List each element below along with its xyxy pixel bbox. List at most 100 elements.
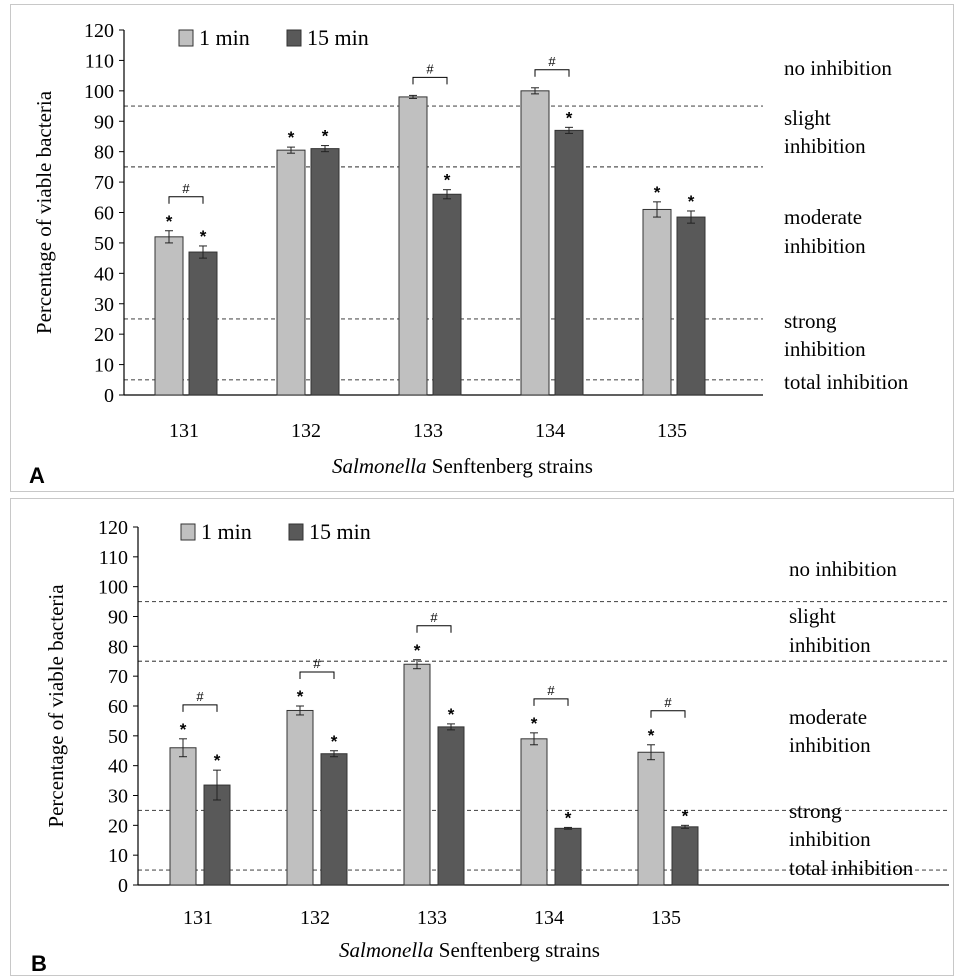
legend-label: 15 min — [309, 519, 371, 544]
y-tick-label: 20 — [108, 815, 128, 837]
y-tick-label: 120 — [98, 517, 128, 539]
y-tick-label: 50 — [108, 726, 128, 748]
significance-star: * — [288, 128, 295, 147]
significance-hash: # — [548, 54, 556, 69]
bar — [276, 149, 306, 396]
x-axis-label-rest: Senftenberg strains — [427, 454, 593, 478]
y-tick-label: 100 — [98, 577, 128, 599]
zone-label: no inhibition — [784, 56, 892, 80]
significance-star: * — [565, 808, 572, 827]
y-tick-label: 60 — [108, 696, 128, 718]
y-tick-label: 0 — [118, 875, 128, 897]
bar — [642, 208, 672, 396]
y-tick-label: 40 — [108, 756, 128, 778]
zone-label: inhibition — [784, 337, 866, 361]
x-tick-label: 134 — [535, 420, 565, 442]
bar — [310, 148, 340, 396]
bar — [320, 753, 348, 886]
bar — [398, 96, 428, 396]
y-tick-label: 70 — [108, 666, 128, 688]
bar — [169, 747, 197, 886]
bar — [520, 738, 548, 886]
y-tick-label: 80 — [108, 636, 128, 658]
bar-chart-a: 0 10 20 30 40 50 60 70 80 90 100 110 120 Percentage o… — [29, 20, 909, 488]
significance-bracket — [650, 710, 686, 718]
legend-label: 15 min — [307, 25, 369, 50]
zone-label: inhibition — [789, 633, 871, 657]
y-tick-label: 10 — [108, 845, 128, 867]
y-tick-label: 20 — [94, 324, 114, 346]
y-tick-label: 10 — [94, 355, 114, 377]
significance-hash: # — [664, 695, 672, 710]
significance-star: * — [200, 227, 207, 246]
significance-star: * — [531, 714, 538, 733]
legend-label: 1 min — [201, 519, 252, 544]
y-tick-label: 90 — [108, 607, 128, 629]
significance-star: * — [688, 192, 695, 211]
significance-bracket — [533, 698, 569, 706]
y-tick-label: 40 — [94, 263, 114, 285]
bar — [554, 129, 584, 396]
significance-star: * — [448, 705, 455, 724]
bar — [437, 726, 465, 886]
zone-label: inhibition — [789, 827, 871, 851]
bar — [637, 751, 665, 886]
x-axis-label: Salmonella Senftenberg strains — [332, 454, 593, 478]
x-tick-label: 132 — [300, 907, 330, 929]
y-tick-label: 30 — [108, 786, 128, 808]
significance-bracket — [534, 69, 570, 77]
significance-hash: # — [182, 181, 190, 196]
significance-star: * — [166, 212, 173, 231]
zone-label: slight — [784, 106, 831, 130]
x-tick-label: 131 — [183, 907, 213, 929]
significance-star: * — [297, 687, 304, 706]
significance-star: * — [682, 806, 689, 825]
zone-label: moderate — [784, 205, 862, 229]
y-tick-label: 60 — [94, 203, 114, 225]
x-axis-label-italic: Salmonella — [332, 454, 427, 478]
x-tick-label: 133 — [413, 420, 443, 442]
bar — [432, 193, 462, 396]
bar — [554, 827, 582, 886]
x-axis-label-rest: Senftenberg strains — [434, 938, 600, 962]
x-tick-label: 133 — [417, 907, 447, 929]
bar — [676, 216, 706, 396]
x-axis-label-italic: Salmonella — [339, 938, 434, 962]
legend-swatch — [286, 29, 302, 47]
significance-hash: # — [313, 656, 321, 671]
bar — [403, 663, 431, 886]
y-tick-label: 50 — [94, 233, 114, 255]
significance-star: * — [180, 720, 187, 739]
significance-star: * — [648, 726, 655, 745]
significance-star: * — [414, 641, 421, 660]
y-tick-label: 120 — [84, 20, 114, 42]
chart-panel-b: 0 10 20 30 40 50 60 70 80 90 100 110 120 Percentage o… — [10, 498, 954, 976]
zone-label: no inhibition — [789, 557, 897, 581]
significance-hash: # — [430, 610, 438, 625]
bar — [671, 826, 699, 886]
significance-star: * — [322, 127, 329, 146]
legend-label: 1 min — [199, 25, 250, 50]
x-axis-label: Salmonella Senftenberg strains — [339, 938, 600, 962]
significance-bracket — [299, 671, 335, 679]
legend-swatch — [180, 523, 196, 541]
x-tick-label: 135 — [651, 907, 681, 929]
bar — [188, 251, 218, 396]
y-tick-label: 100 — [84, 81, 114, 103]
y-tick-label: 110 — [85, 50, 114, 72]
significance-star: * — [444, 171, 451, 190]
bar-chart-b: 0 10 20 30 40 50 60 70 80 90 100 110 120 Percentage o… — [31, 517, 949, 976]
y-axis-label: Percentage of viable bacteria — [44, 584, 68, 828]
y-tick-label: 90 — [94, 111, 114, 133]
significance-hash: # — [547, 683, 555, 698]
significance-bracket — [168, 196, 204, 204]
x-tick-label: 135 — [657, 420, 687, 442]
y-tick-label: 70 — [94, 172, 114, 194]
legend-swatch — [178, 29, 194, 47]
bar — [154, 236, 184, 396]
y-tick-label: 30 — [94, 294, 114, 316]
significance-star: * — [654, 183, 661, 202]
panel-label: B — [31, 951, 47, 976]
zone-label: moderate — [789, 705, 867, 729]
significance-bracket — [416, 625, 452, 633]
